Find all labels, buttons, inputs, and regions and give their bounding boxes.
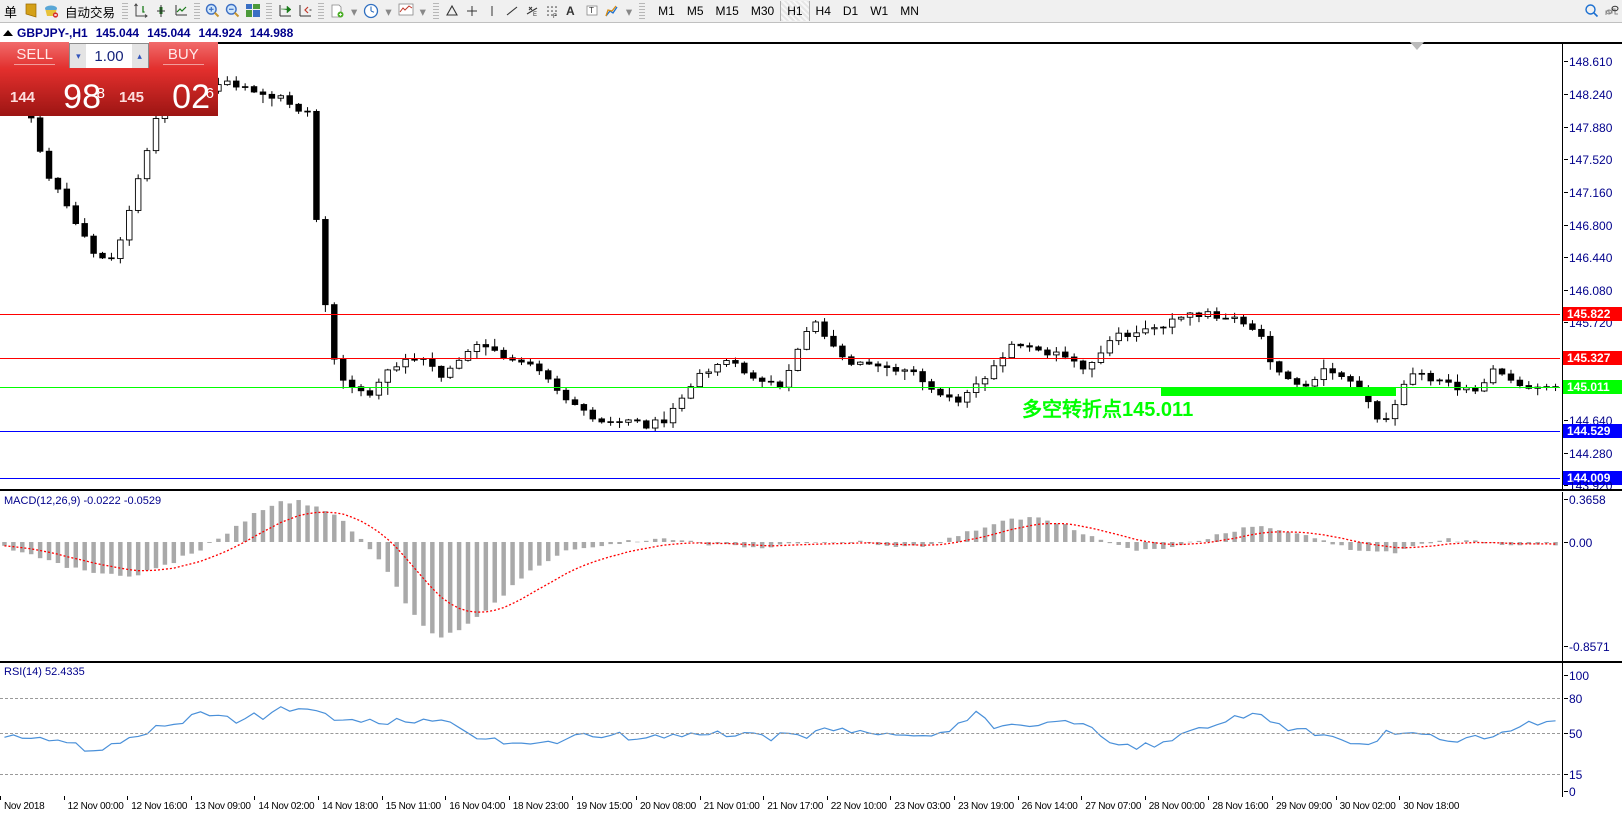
svg-text:A: A bbox=[566, 4, 575, 18]
svg-text:E: E bbox=[533, 12, 537, 18]
svg-text:T: T bbox=[589, 6, 594, 15]
svg-text:F: F bbox=[553, 14, 557, 19]
